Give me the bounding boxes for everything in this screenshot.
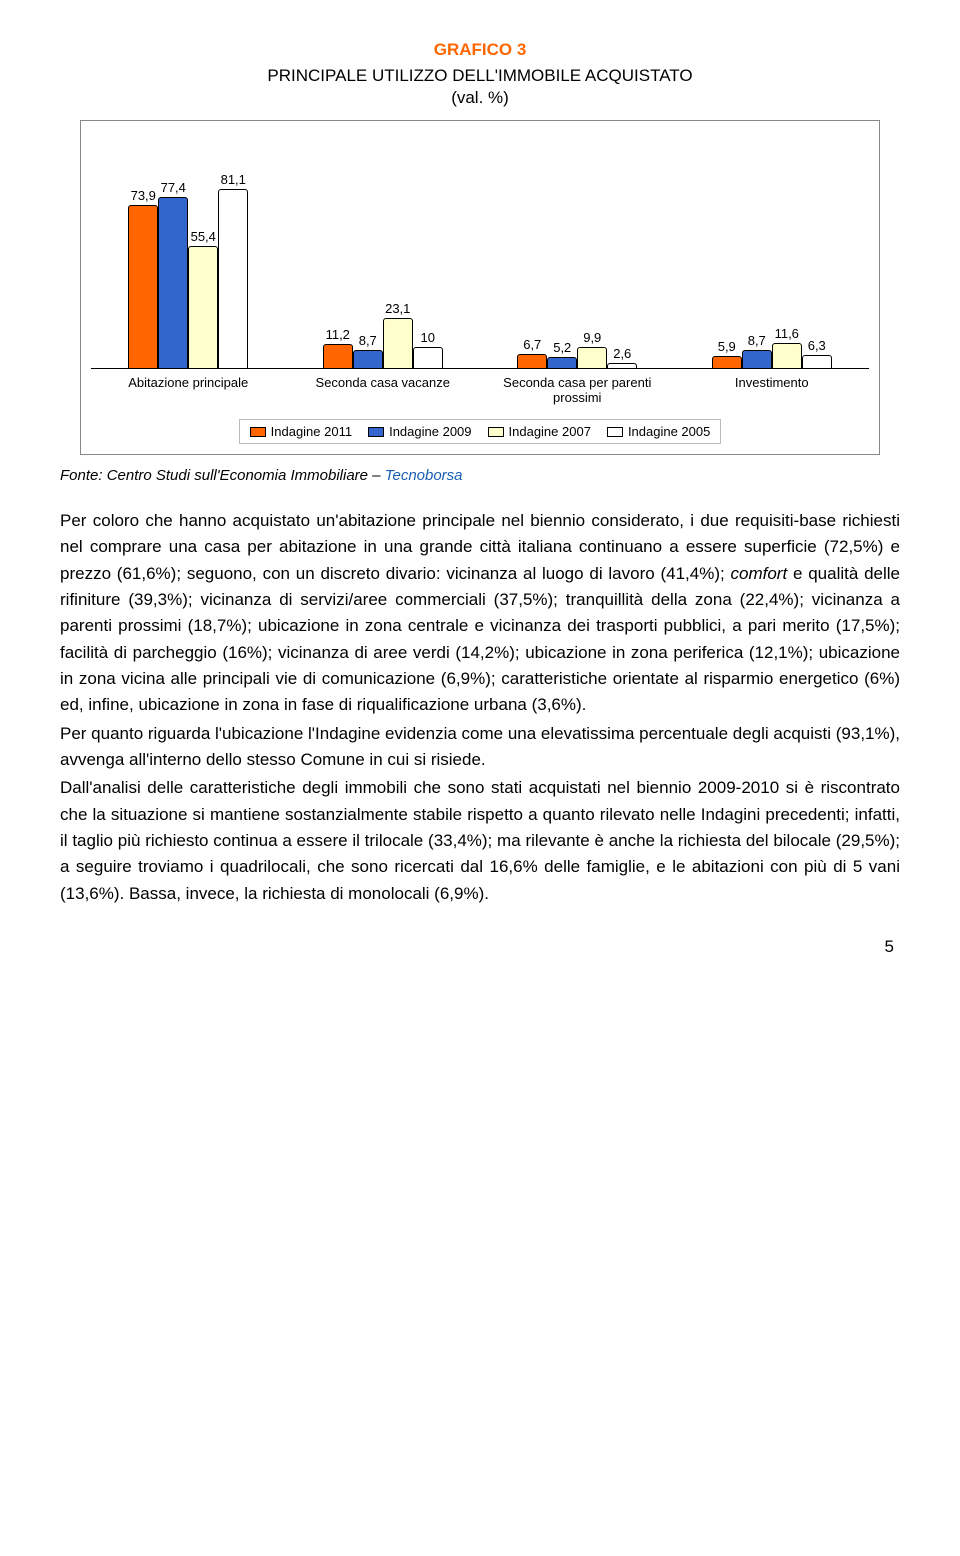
chart-legend: Indagine 2011 Indagine 2009 Indagine 2007 I…: [239, 419, 722, 444]
legend-label: Indagine 2011: [271, 424, 352, 439]
chart-subtitle: (val. %): [60, 88, 900, 108]
legend-swatch: [607, 427, 623, 437]
legend-item: Indagine 2009: [368, 424, 471, 439]
paragraph: Per coloro che hanno acquistato un'abita…: [60, 508, 900, 719]
category-label: Investimento: [675, 375, 870, 405]
bar: [577, 347, 607, 369]
legend-label: Indagine 2007: [509, 424, 591, 439]
bar-group: [91, 189, 286, 369]
bar: [413, 347, 443, 369]
bar-chart: [91, 139, 869, 369]
bar: [742, 350, 772, 369]
legend-swatch: [488, 427, 504, 437]
bar: [802, 355, 832, 369]
category-label: Seconda casa vacanze: [286, 375, 481, 405]
category-labels: Abitazione principaleSeconda casa vacanz…: [91, 375, 869, 405]
legend-item: Indagine 2011: [250, 424, 352, 439]
page-number: 5: [60, 937, 900, 957]
bar: [323, 344, 353, 369]
legend-swatch: [250, 427, 266, 437]
bar: [353, 350, 383, 369]
bar: [188, 246, 218, 369]
chart-frame: Abitazione principaleSeconda casa vacanz…: [80, 120, 880, 455]
legend-label: Indagine 2009: [389, 424, 471, 439]
bar: [517, 354, 547, 369]
bar: [383, 318, 413, 369]
body-text: Per coloro che hanno acquistato un'abita…: [60, 508, 900, 907]
paragraph: Per quanto riguarda l'ubicazione l'Indag…: [60, 721, 900, 774]
bar-group: [286, 318, 481, 369]
bar: [547, 357, 577, 369]
category-label: Seconda casa per parenti prossimi: [480, 375, 675, 405]
bar: [772, 343, 802, 369]
legend-swatch: [368, 427, 384, 437]
legend-item: Indagine 2005: [607, 424, 710, 439]
legend-item: Indagine 2007: [488, 424, 591, 439]
paragraph: Dall'analisi delle caratteristiche degli…: [60, 775, 900, 907]
chart-source: Fonte: Centro Studi sull'Economia Immobi…: [60, 467, 900, 484]
bar: [607, 363, 637, 369]
source-brand: Tecnoborsa: [385, 467, 463, 484]
chart-number: GRAFICO 3: [60, 40, 900, 60]
chart-title: PRINCIPALE UTILIZZO DELL'IMMOBILE ACQUIS…: [60, 66, 900, 86]
bar: [712, 356, 742, 369]
bar-group: [480, 347, 675, 369]
bar: [158, 197, 188, 369]
bar: [218, 189, 248, 369]
bar-group: [675, 343, 870, 369]
legend-label: Indagine 2005: [628, 424, 710, 439]
source-text: Fonte: Centro Studi sull'Economia Immobi…: [60, 467, 385, 484]
bar: [128, 205, 158, 369]
category-label: Abitazione principale: [91, 375, 286, 405]
